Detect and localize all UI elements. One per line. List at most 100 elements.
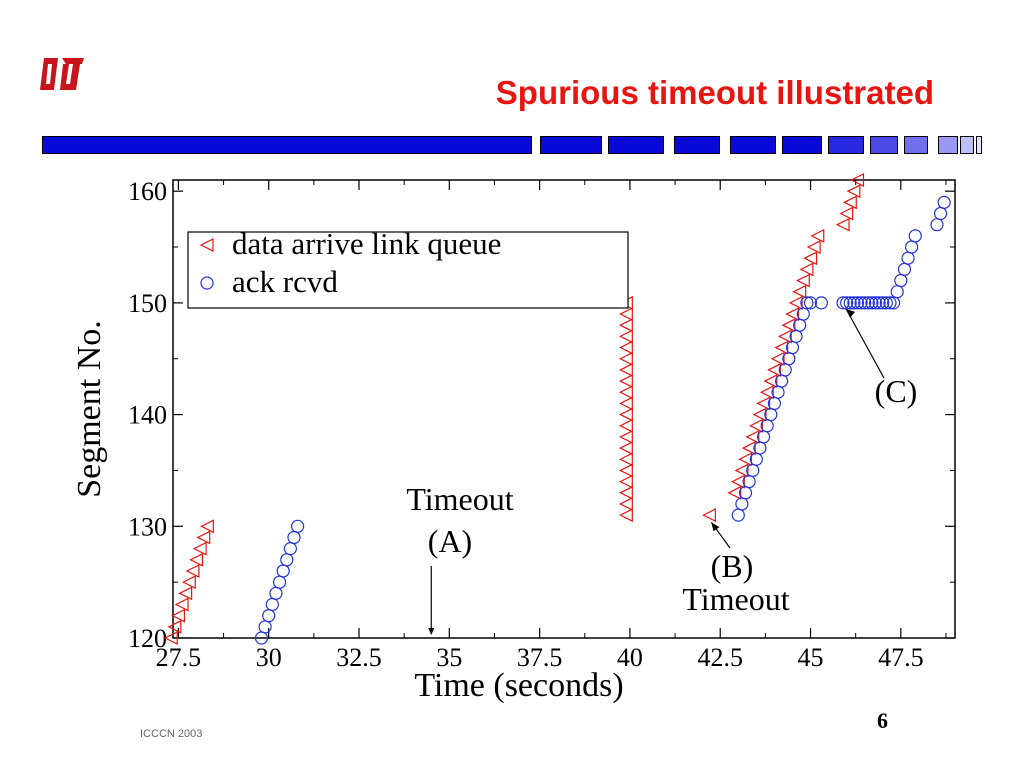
data-point-circle [908,229,922,243]
data-point-triangle [850,173,865,187]
data-point-triangle [839,206,854,221]
data-point-triangle [196,530,211,545]
data-point-circle [276,564,290,578]
data-point-circle [764,407,778,422]
data-point-circle [865,296,879,310]
data-point-circle [850,296,865,310]
data-point-triangle [745,429,760,444]
bar-segment [42,136,532,154]
data-point-circle [262,609,276,623]
data-point-triangle [618,452,633,467]
bar-segment [674,136,720,154]
data-point-circle [269,586,283,600]
data-point-circle [854,296,868,310]
data-point-triangle [618,385,633,400]
data-point-triangle [185,564,200,578]
data-point-triangle [748,418,763,433]
bar-segment [540,136,602,154]
data-point-circle [291,519,305,533]
data-point-circle [287,530,301,545]
y-tick-label: 130 [128,512,167,541]
plot-frame [172,179,956,639]
university-logo [40,58,84,90]
bar-segment [938,136,958,154]
page-number: 6 [877,708,888,733]
data-point-circle [876,296,890,310]
annotation-c-arrowhead [846,308,856,318]
data-point-circle [756,430,771,444]
data-point-circle [793,318,807,332]
x-tick-label: 30 [256,643,282,672]
x-tick-label: 35 [436,643,462,672]
data-point-circle [749,452,763,466]
data-point-triangle [756,396,771,411]
bar-segment [976,136,982,154]
data-point-circle [933,206,948,221]
data-point-circle [785,340,800,355]
data-point-circle [868,296,883,310]
data-point-triangle [618,463,633,478]
slide-title: Spurious timeout illustrated [495,74,934,111]
bar-segment [870,136,898,154]
data-point-triangle [618,429,633,444]
data-point-circle [767,396,781,411]
data-point-triangle [803,251,818,266]
annotation-b-label: (B) [711,548,754,584]
data-point-triangle [618,418,633,433]
data-point-circle [283,542,297,556]
legend-label-ack: ack rcvd [232,264,338,299]
data-point-circle [280,553,294,567]
x-axis-label: Time (seconds) [414,667,623,704]
data-point-triangle [785,307,800,322]
x-tick-label: 42.5 [697,643,743,672]
data-point-triangle [727,485,742,500]
data-point-triangle [702,508,716,523]
bar-segment [608,136,664,154]
data-point-triangle [199,519,214,534]
data-point-triangle [167,619,182,634]
legend-label-data: data arrive link queue [232,226,501,261]
data-point-circle [861,296,875,310]
data-point-circle [872,296,886,310]
bar-segment [904,136,928,154]
data-point-triangle [741,441,756,456]
data-point-triangle [618,318,633,333]
annotation-a-label: (A) [428,523,472,559]
data-point-triangle [763,374,778,389]
data-point-circle [897,262,912,276]
data-point-triangle [618,329,633,344]
data-point-circle [858,296,872,310]
data-point-circle [836,296,850,310]
data-point-circle [847,296,861,310]
y-tick-label: 150 [128,289,167,318]
y-axis-label: Segment No. [71,320,108,498]
data-point-triangle [810,228,825,243]
data-point-triangle [738,452,753,467]
data-point-triangle [767,362,781,377]
bar-segment [782,136,822,154]
data-point-circle [901,251,915,265]
data-point-circle [265,597,279,612]
data-point-triangle [777,329,792,344]
data-point-circle [890,285,904,299]
data-point-circle [894,273,908,288]
data-point-circle [272,575,287,589]
data-point-triangle [618,374,633,389]
data-point-triangle [618,340,633,355]
data-point-triangle [181,575,196,590]
data-point-circle [200,276,214,290]
annotation-c-arrow [845,308,885,379]
data-point-circle [789,329,803,343]
data-point-triangle [799,262,814,277]
x-tick-label: 32.5 [336,643,382,672]
bar-segment [828,136,864,154]
data-point-triangle [770,351,785,366]
data-point-triangle [199,238,214,252]
data-point-triangle [618,307,633,322]
data-point-triangle [846,184,861,199]
annotation-a-timeout: Timeout [406,481,513,517]
data-point-circle [879,296,893,310]
data-point-circle [760,419,774,433]
data-point-triangle [795,273,810,288]
